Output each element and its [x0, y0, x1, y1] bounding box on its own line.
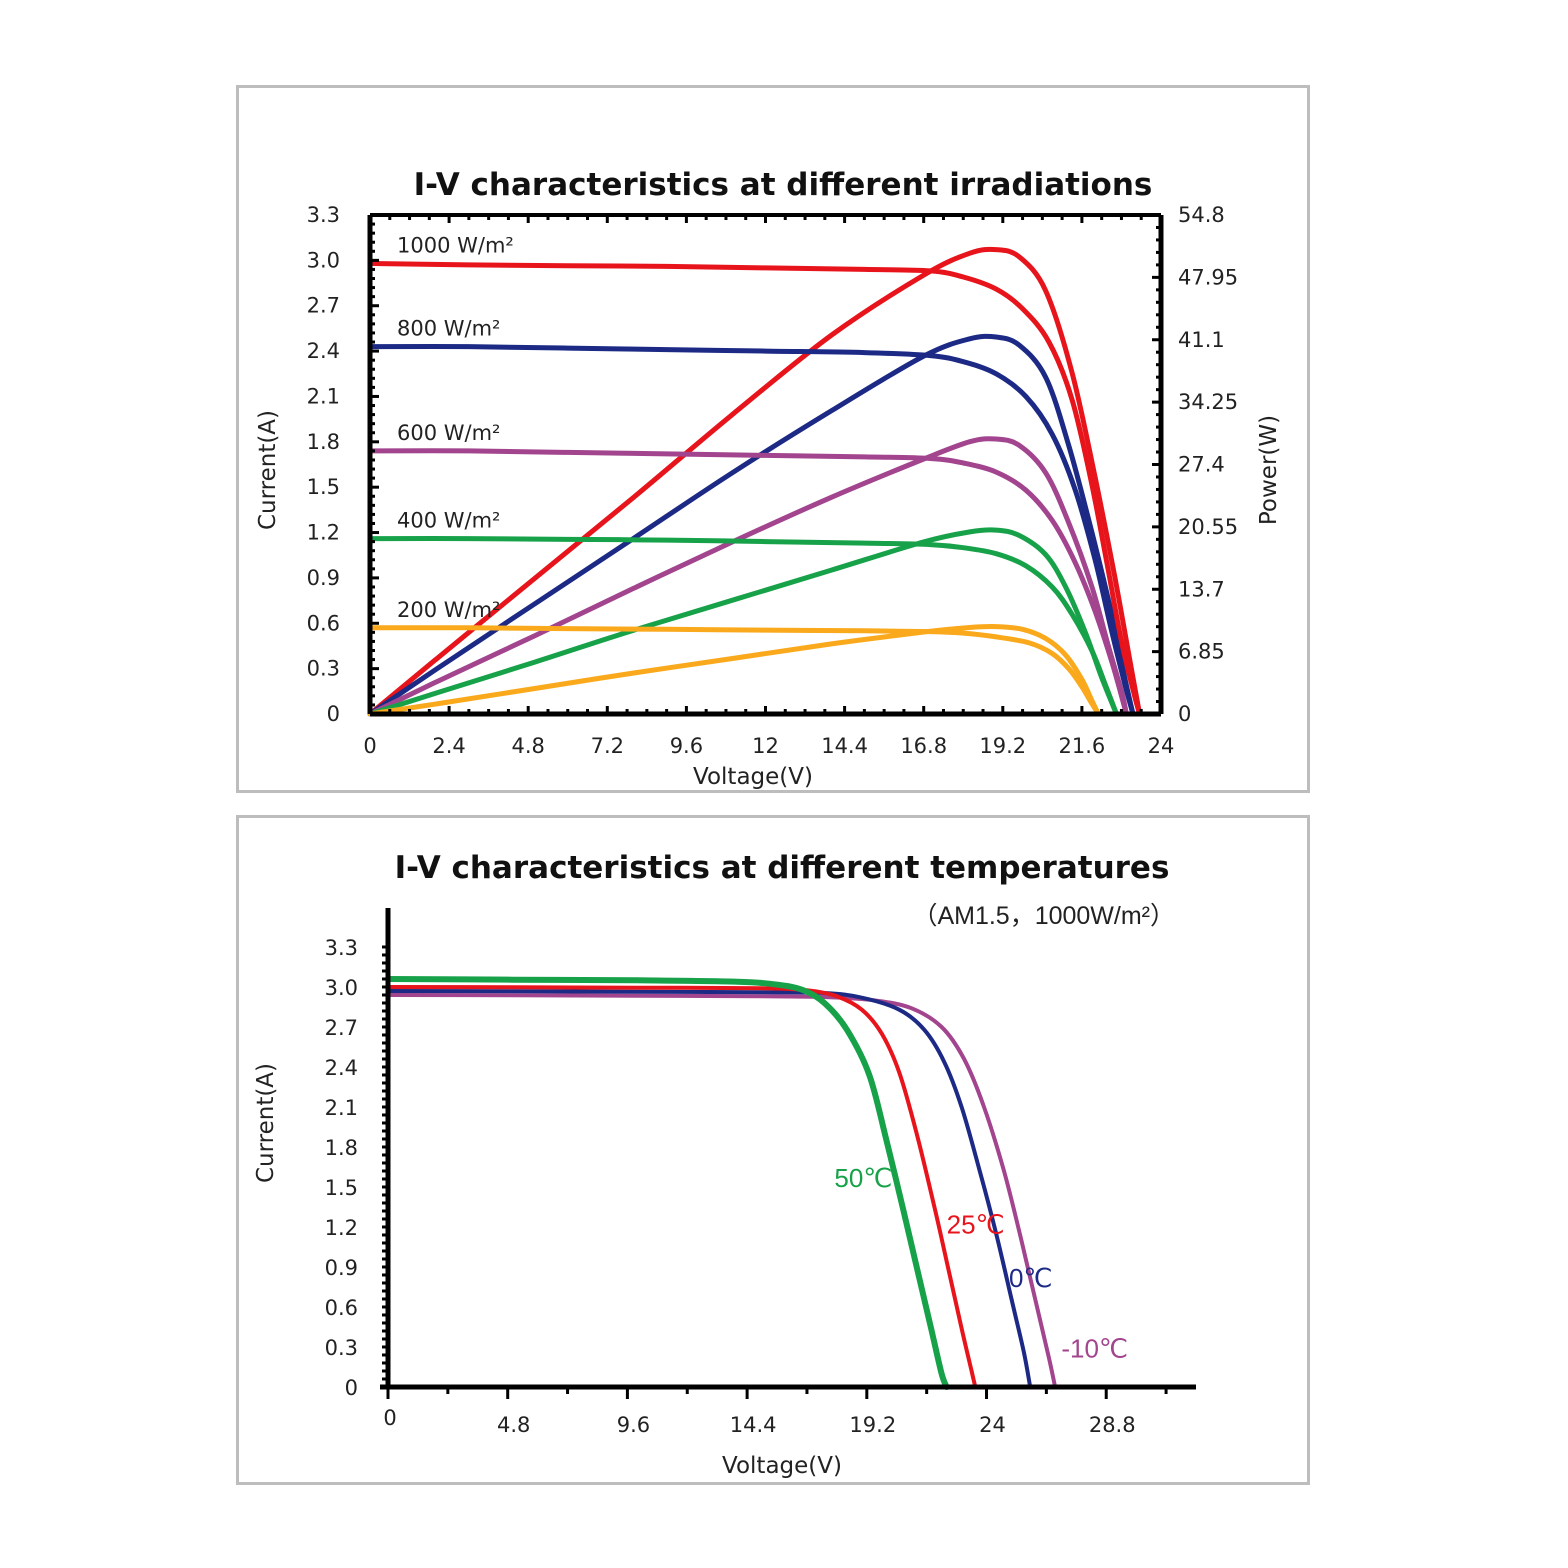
- y-tick-label: 2.7: [307, 294, 340, 318]
- y-tick-label: 0.9: [307, 566, 340, 590]
- series-label-4: 200 W/m²: [397, 598, 500, 622]
- x-tick-label: 28.8: [1089, 1413, 1136, 1437]
- series-label-0: 1000 W/m²: [397, 233, 514, 257]
- y-tick-label: 0.6: [325, 1296, 358, 1320]
- chart1-curves: [367, 246, 1143, 717]
- chart1-labels: 0 0.3 0.6 0.9 1.2 1.5 1.8 2.1 2.4 2.7 3.0 3.3 0 6.85 1…: [307, 203, 1239, 758]
- x-tick-label: 7.2: [591, 734, 624, 758]
- y-tick-label: 0.9: [325, 1256, 358, 1280]
- x-tick-label: 16.8: [900, 734, 947, 758]
- x-tick-label: 14.4: [730, 1413, 777, 1437]
- temp-curve-3: [386, 993, 1058, 1389]
- y2-tick-label: 27.4: [1178, 453, 1225, 477]
- chart1-y2-axis-label: Power(W): [1256, 415, 1282, 525]
- y-tick-label: 2.4: [325, 1056, 358, 1080]
- x-tick-label: 12: [752, 734, 779, 758]
- y-tick-label: 0.3: [307, 657, 340, 681]
- y-tick-label: 2.1: [307, 384, 340, 408]
- y-tick-label: 1.5: [307, 475, 340, 499]
- y-tick-label: 3.3: [325, 936, 358, 960]
- y-tick-label: 0: [345, 1376, 358, 1400]
- power-curve-1: [367, 333, 1136, 717]
- current-curve-3: [367, 536, 1119, 717]
- x-tick-label: 9.6: [670, 734, 703, 758]
- y-tick-label: 2.7: [325, 1016, 358, 1040]
- y2-tick-label: 54.8: [1178, 203, 1225, 227]
- temp-label-2: 0℃: [1009, 1263, 1053, 1293]
- power-curve-0: [367, 246, 1143, 717]
- y2-tick-label: 0: [1178, 702, 1191, 726]
- power-curve-2: [367, 436, 1129, 717]
- chart2-y-axis-label: Current(A): [253, 1063, 279, 1183]
- x-tick-label: 2.4: [432, 734, 465, 758]
- current-curve-2: [367, 448, 1129, 717]
- power-curve-3: [367, 527, 1119, 717]
- chart1-axes: [367, 213, 1164, 717]
- y2-tick-label: 41.1: [1178, 328, 1225, 352]
- series-label-3: 400 W/m²: [397, 509, 500, 533]
- temp-label-3: -10℃: [1061, 1334, 1128, 1364]
- x-tick-label: 0: [383, 1406, 396, 1430]
- y2-tick-label: 34.25: [1178, 390, 1238, 414]
- chart2-curves: [385, 976, 1058, 1390]
- x-tick-label: 4.8: [497, 1413, 530, 1437]
- series-label-1: 800 W/m²: [397, 317, 500, 341]
- chart2-x-axis-label: Voltage(V): [722, 1453, 842, 1479]
- chart2-labels: 0 0.3 0.6 0.9 1.2 1.5 1.8 2.1 2.4 2.7 3.0 3.3 0 4.8 9.…: [325, 936, 1136, 1437]
- y-tick-label: 0.3: [325, 1336, 358, 1360]
- x-tick-label: 24: [979, 1413, 1006, 1437]
- x-tick-label: 4.8: [511, 734, 544, 758]
- temp-curve-1: [386, 985, 978, 1389]
- y-tick-label: 0.6: [307, 611, 340, 635]
- y-tick-label: 3.3: [307, 203, 340, 227]
- x-tick-label: 9.6: [617, 1413, 650, 1437]
- chart2-title: I-V characteristics at different tempera…: [395, 850, 1170, 886]
- temp-curve-2: [386, 989, 1033, 1389]
- y-tick-label: 2.1: [325, 1096, 358, 1120]
- temperature-chart-panel: [236, 815, 1310, 1485]
- current-curve-0: [367, 260, 1143, 717]
- x-tick-label: 14.4: [821, 734, 868, 758]
- y-tick-label: 1.2: [325, 1216, 358, 1240]
- x-tick-label: 21.6: [1059, 734, 1106, 758]
- y-tick-label: 3.0: [307, 248, 340, 272]
- y2-tick-label: 20.55: [1178, 515, 1238, 539]
- y-tick-label: 0: [327, 702, 340, 726]
- current-curve-1: [367, 343, 1136, 717]
- series-label-2: 600 W/m²: [397, 421, 500, 445]
- temp-curve-0: [385, 976, 950, 1390]
- y-tick-label: 1.2: [307, 521, 340, 545]
- y-tick-label: 1.8: [325, 1136, 358, 1160]
- temp-label-0: 50℃: [834, 1163, 892, 1193]
- x-tick-label: 19.2: [979, 734, 1026, 758]
- chart2-axes: [380, 908, 1196, 1399]
- y2-tick-label: 47.95: [1178, 265, 1238, 289]
- y2-tick-label: 6.85: [1178, 640, 1225, 664]
- chart2-subtitle: （AM1.5，1000W/m²）: [912, 902, 1175, 930]
- x-tick-label: 19.2: [849, 1413, 896, 1437]
- temp-label-1: 25℃: [947, 1210, 1005, 1240]
- x-tick-label: 0: [363, 734, 376, 758]
- y-tick-label: 2.4: [307, 339, 340, 363]
- y-tick-label: 1.8: [307, 430, 340, 454]
- y-tick-label: 3.0: [325, 976, 358, 1000]
- current-curve-4: [367, 625, 1101, 717]
- x-tick-label: 24: [1148, 734, 1175, 758]
- chart1-title: I-V characteristics at different irradia…: [414, 167, 1153, 203]
- chart1-x-axis-label: Voltage(V): [693, 764, 813, 790]
- chart1-y-axis-label: Current(A): [255, 410, 281, 530]
- y2-tick-label: 13.7: [1178, 577, 1225, 601]
- y-tick-label: 1.5: [325, 1176, 358, 1200]
